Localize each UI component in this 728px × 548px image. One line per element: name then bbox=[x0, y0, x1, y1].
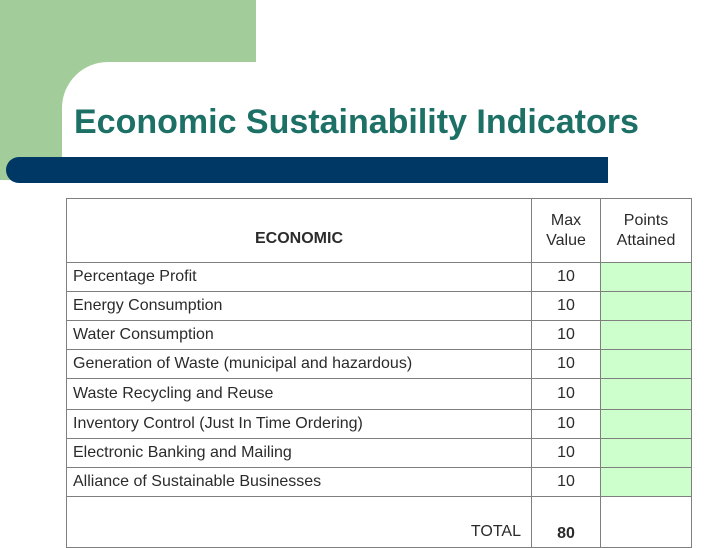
slide-title: Economic Sustainability Indicators bbox=[74, 103, 639, 141]
max-value-cell: 10 bbox=[531, 349, 601, 379]
max-value-cell: 10 bbox=[531, 438, 601, 468]
total-row: TOTAL 80 bbox=[66, 496, 692, 548]
max-value-cell: 10 bbox=[531, 320, 601, 350]
max-value-cell: 10 bbox=[531, 467, 601, 497]
max-value-header-line2: Value bbox=[546, 231, 586, 249]
table-row: Inventory Control (Just In Time Ordering… bbox=[66, 409, 692, 439]
points-cell[interactable] bbox=[600, 438, 692, 468]
table-row: Electronic Banking and Mailing 10 bbox=[66, 438, 692, 468]
table-row: Percentage Profit 10 bbox=[66, 262, 692, 292]
table-header-row: ECONOMIC Max Value Points Attained bbox=[66, 198, 692, 263]
points-cell[interactable] bbox=[600, 467, 692, 497]
points-cell[interactable] bbox=[600, 378, 692, 410]
max-value-header-line1: Max bbox=[550, 211, 582, 229]
indicator-name: Alliance of Sustainable Businesses bbox=[66, 467, 532, 497]
indicator-name: Energy Consumption bbox=[66, 291, 532, 321]
max-value-cell: 10 bbox=[531, 409, 601, 439]
points-cell[interactable] bbox=[600, 262, 692, 292]
indicator-name: Electronic Banking and Mailing bbox=[66, 438, 532, 468]
points-header-line2: Attained bbox=[616, 231, 676, 249]
table-row: Waste Recycling and Reuse 10 bbox=[66, 378, 692, 410]
table-row: Water Consumption 10 bbox=[66, 320, 692, 350]
indicator-name: Inventory Control (Just In Time Ordering… bbox=[66, 409, 532, 439]
max-value-header: Max Value bbox=[531, 198, 601, 263]
max-value-cell: 10 bbox=[531, 378, 601, 410]
points-header: Points Attained bbox=[600, 198, 692, 263]
indicator-name: Waste Recycling and Reuse bbox=[66, 378, 532, 410]
indicator-name: Percentage Profit bbox=[66, 262, 532, 292]
points-cell[interactable] bbox=[600, 291, 692, 321]
title-underline-bar bbox=[6, 157, 608, 183]
indicator-name: Water Consumption bbox=[66, 320, 532, 350]
points-cell[interactable] bbox=[600, 409, 692, 439]
table-row: Generation of Waste (municipal and hazar… bbox=[66, 349, 692, 379]
table-row: Alliance of Sustainable Businesses 10 bbox=[66, 467, 692, 497]
indicator-name: Generation of Waste (municipal and hazar… bbox=[66, 349, 532, 379]
points-cell[interactable] bbox=[600, 349, 692, 379]
max-value-cell: 10 bbox=[531, 291, 601, 321]
indicators-table: ECONOMIC Max Value Points Attained Percent… bbox=[66, 198, 692, 548]
total-points-cell[interactable] bbox=[600, 496, 692, 548]
category-header: ECONOMIC bbox=[66, 198, 532, 263]
max-value-cell: 10 bbox=[531, 262, 601, 292]
points-header-line1: Points bbox=[623, 211, 669, 229]
table-row: Energy Consumption 10 bbox=[66, 291, 692, 321]
points-cell[interactable] bbox=[600, 320, 692, 350]
total-label: TOTAL bbox=[66, 496, 532, 548]
total-max-value: 80 bbox=[531, 496, 601, 548]
